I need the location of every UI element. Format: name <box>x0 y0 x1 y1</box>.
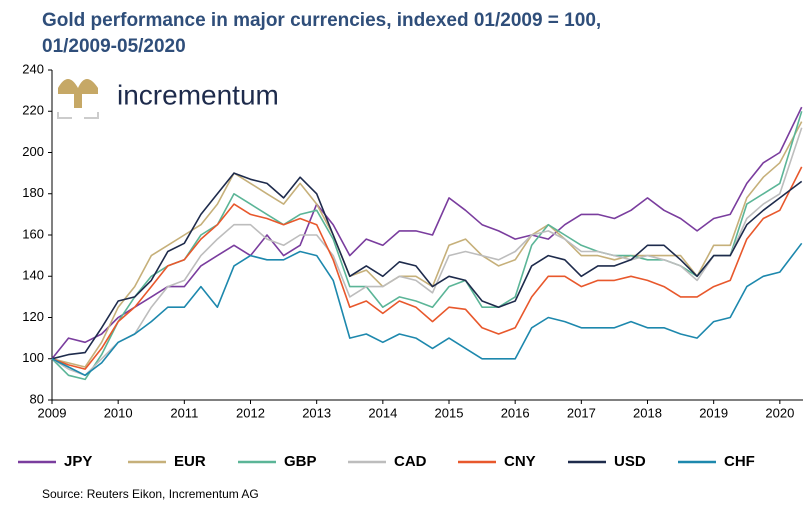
y-tick-label: 160 <box>22 226 44 241</box>
line-series <box>51 106 803 360</box>
x-tick-label: 2018 <box>633 405 662 420</box>
legend-label: CNY <box>504 453 536 470</box>
y-tick-label: 120 <box>22 309 44 324</box>
x-tick-label: 2013 <box>302 405 331 420</box>
x-tick-label: 2015 <box>435 405 464 420</box>
legend-label: GBP <box>284 453 317 470</box>
line-series <box>51 242 803 377</box>
x-tick-label: 2012 <box>236 405 265 420</box>
x-tick-label: 2009 <box>38 405 67 420</box>
line-series <box>51 166 803 370</box>
y-tick-label: 180 <box>22 185 44 200</box>
line-series <box>51 121 803 368</box>
x-tick-label: 2016 <box>501 405 530 420</box>
legend-label: CAD <box>394 453 427 470</box>
y-tick-label: 220 <box>22 103 44 118</box>
y-tick-label: 80 <box>30 391 44 406</box>
y-tick-label: 140 <box>22 268 44 283</box>
x-tick-label: 2017 <box>567 405 596 420</box>
legend-label: JPY <box>64 453 92 470</box>
legend-label: EUR <box>174 453 206 470</box>
x-tick-label: 2011 <box>170 405 198 420</box>
legend-label: USD <box>614 453 646 470</box>
x-tick-label: 2020 <box>765 405 794 420</box>
y-tick-label: 240 <box>22 61 44 76</box>
x-tick-label: 2014 <box>368 405 397 420</box>
legend-label: CHF <box>724 453 755 470</box>
line-series <box>51 127 803 377</box>
logo-text: incrementum <box>117 79 279 110</box>
chart-title: Gold performance in major currencies, in… <box>42 10 601 31</box>
x-tick-label: 2019 <box>699 405 728 420</box>
y-tick-label: 200 <box>22 144 44 159</box>
chart-subtitle: 01/2009-05/2020 <box>42 36 186 57</box>
logo-icon <box>57 79 99 119</box>
y-tick-label: 100 <box>22 350 44 365</box>
x-tick-label: 2010 <box>104 405 133 420</box>
source-note: Source: Reuters Eikon, Incrementum AG <box>42 487 259 501</box>
line-series <box>51 111 803 381</box>
line-series <box>51 172 803 360</box>
